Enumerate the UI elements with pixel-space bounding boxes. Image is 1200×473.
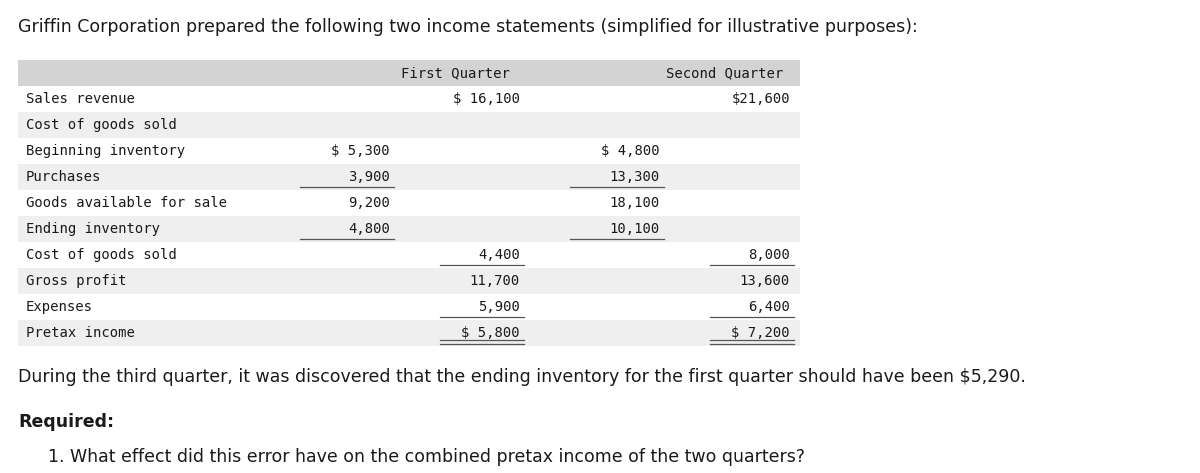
Text: 18,100: 18,100 bbox=[610, 196, 660, 210]
Bar bbox=[18, 320, 800, 346]
Bar bbox=[18, 190, 800, 216]
Text: $21,600: $21,600 bbox=[731, 92, 790, 106]
Text: Beginning inventory: Beginning inventory bbox=[26, 144, 185, 158]
Text: Cost of goods sold: Cost of goods sold bbox=[26, 248, 176, 262]
Bar bbox=[18, 60, 800, 86]
Text: Required:: Required: bbox=[18, 413, 114, 431]
Text: 5,900: 5,900 bbox=[478, 300, 520, 314]
Text: 4,800: 4,800 bbox=[348, 222, 390, 236]
Text: 8,000: 8,000 bbox=[748, 248, 790, 262]
Text: 13,600: 13,600 bbox=[739, 274, 790, 288]
Text: 3,900: 3,900 bbox=[348, 170, 390, 184]
Text: 1. What effect did this error have on the combined pretax income of the two quar: 1. What effect did this error have on th… bbox=[48, 448, 805, 466]
Text: Gross profit: Gross profit bbox=[26, 274, 126, 288]
Text: Ending inventory: Ending inventory bbox=[26, 222, 160, 236]
Text: 10,100: 10,100 bbox=[610, 222, 660, 236]
Text: 6,400: 6,400 bbox=[748, 300, 790, 314]
Bar bbox=[18, 242, 800, 268]
Text: Sales revenue: Sales revenue bbox=[26, 92, 134, 106]
Text: 4,400: 4,400 bbox=[478, 248, 520, 262]
Bar bbox=[18, 138, 800, 164]
Text: Griffin Corporation prepared the following two income statements (simplified for: Griffin Corporation prepared the followi… bbox=[18, 18, 918, 36]
Text: Pretax income: Pretax income bbox=[26, 326, 134, 340]
Bar bbox=[18, 268, 800, 294]
Text: Second Quarter: Second Quarter bbox=[666, 66, 784, 80]
Text: Expenses: Expenses bbox=[26, 300, 94, 314]
Text: Goods available for sale: Goods available for sale bbox=[26, 196, 227, 210]
Bar bbox=[18, 216, 800, 242]
Text: $ 5,800: $ 5,800 bbox=[461, 326, 520, 340]
Bar bbox=[18, 164, 800, 190]
Text: 9,200: 9,200 bbox=[348, 196, 390, 210]
Text: 13,300: 13,300 bbox=[610, 170, 660, 184]
Bar bbox=[18, 294, 800, 320]
Text: $ 5,300: $ 5,300 bbox=[331, 144, 390, 158]
Text: 11,700: 11,700 bbox=[469, 274, 520, 288]
Text: Cost of goods sold: Cost of goods sold bbox=[26, 118, 176, 132]
Text: First Quarter: First Quarter bbox=[401, 66, 510, 80]
Text: $ 16,100: $ 16,100 bbox=[454, 92, 520, 106]
Text: $ 7,200: $ 7,200 bbox=[731, 326, 790, 340]
Text: $ 4,800: $ 4,800 bbox=[601, 144, 660, 158]
Text: Purchases: Purchases bbox=[26, 170, 101, 184]
Bar bbox=[18, 86, 800, 112]
Text: During the third quarter, it was discovered that the ending inventory for the fi: During the third quarter, it was discove… bbox=[18, 368, 1026, 386]
Bar bbox=[18, 112, 800, 138]
